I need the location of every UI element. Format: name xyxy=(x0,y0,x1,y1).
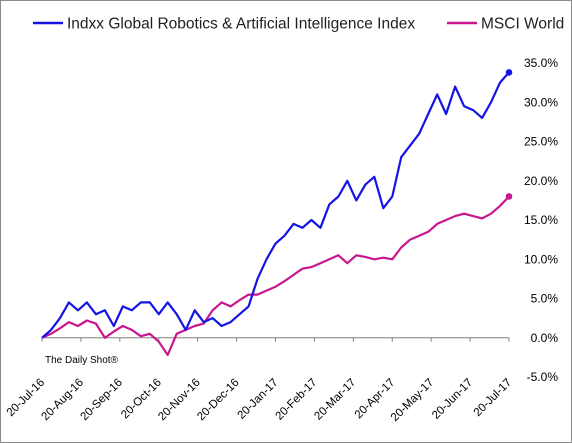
series-line-1 xyxy=(41,195,510,357)
y-tick-label: 35.0% xyxy=(524,56,558,70)
y-tick-label: 10.0% xyxy=(524,252,558,266)
legend-label-1: MSCI World xyxy=(481,16,564,33)
y-tick-label: 25.0% xyxy=(524,135,558,149)
series-line-0 xyxy=(41,71,510,339)
y-tick-label: 20.0% xyxy=(524,174,558,188)
series-end-marker-1 xyxy=(505,193,513,200)
y-tick-label: 0.0% xyxy=(531,331,559,345)
y-tick-label: 15.0% xyxy=(524,213,558,227)
plot-area xyxy=(41,69,513,357)
x-tick-label: 20-May-17 xyxy=(389,377,436,424)
x-tick-label: 20-Dec-16 xyxy=(195,377,241,423)
x-axis: 20-Jul-1620-Aug-1620-Sep-1620-Oct-1620-N… xyxy=(5,337,514,424)
y-tick-label: -5.0% xyxy=(527,370,559,384)
x-tick-label: 20-Jun-17 xyxy=(430,377,475,422)
x-tick-label: 20-Mar-17 xyxy=(312,377,358,423)
y-tick-label: 5.0% xyxy=(531,292,559,306)
legend-label-0: Indxx Global Robotics & Artificial Intel… xyxy=(67,16,415,33)
x-tick-label: 20-Jul-17 xyxy=(472,377,514,419)
y-tick-label: 30.0% xyxy=(524,95,558,109)
series-end-marker-0 xyxy=(505,69,513,76)
source-credit: The Daily Shot® xyxy=(45,355,119,366)
y-axis: -5.0% 0.0% 5.0% 10.0% 15.0% 20.0% 25.0% 30.0% 35… xyxy=(524,56,558,384)
legend: Indxx Global Robotics & Artificial Intel… xyxy=(33,16,564,33)
x-tick-label: 20-Sep-16 xyxy=(78,377,124,423)
